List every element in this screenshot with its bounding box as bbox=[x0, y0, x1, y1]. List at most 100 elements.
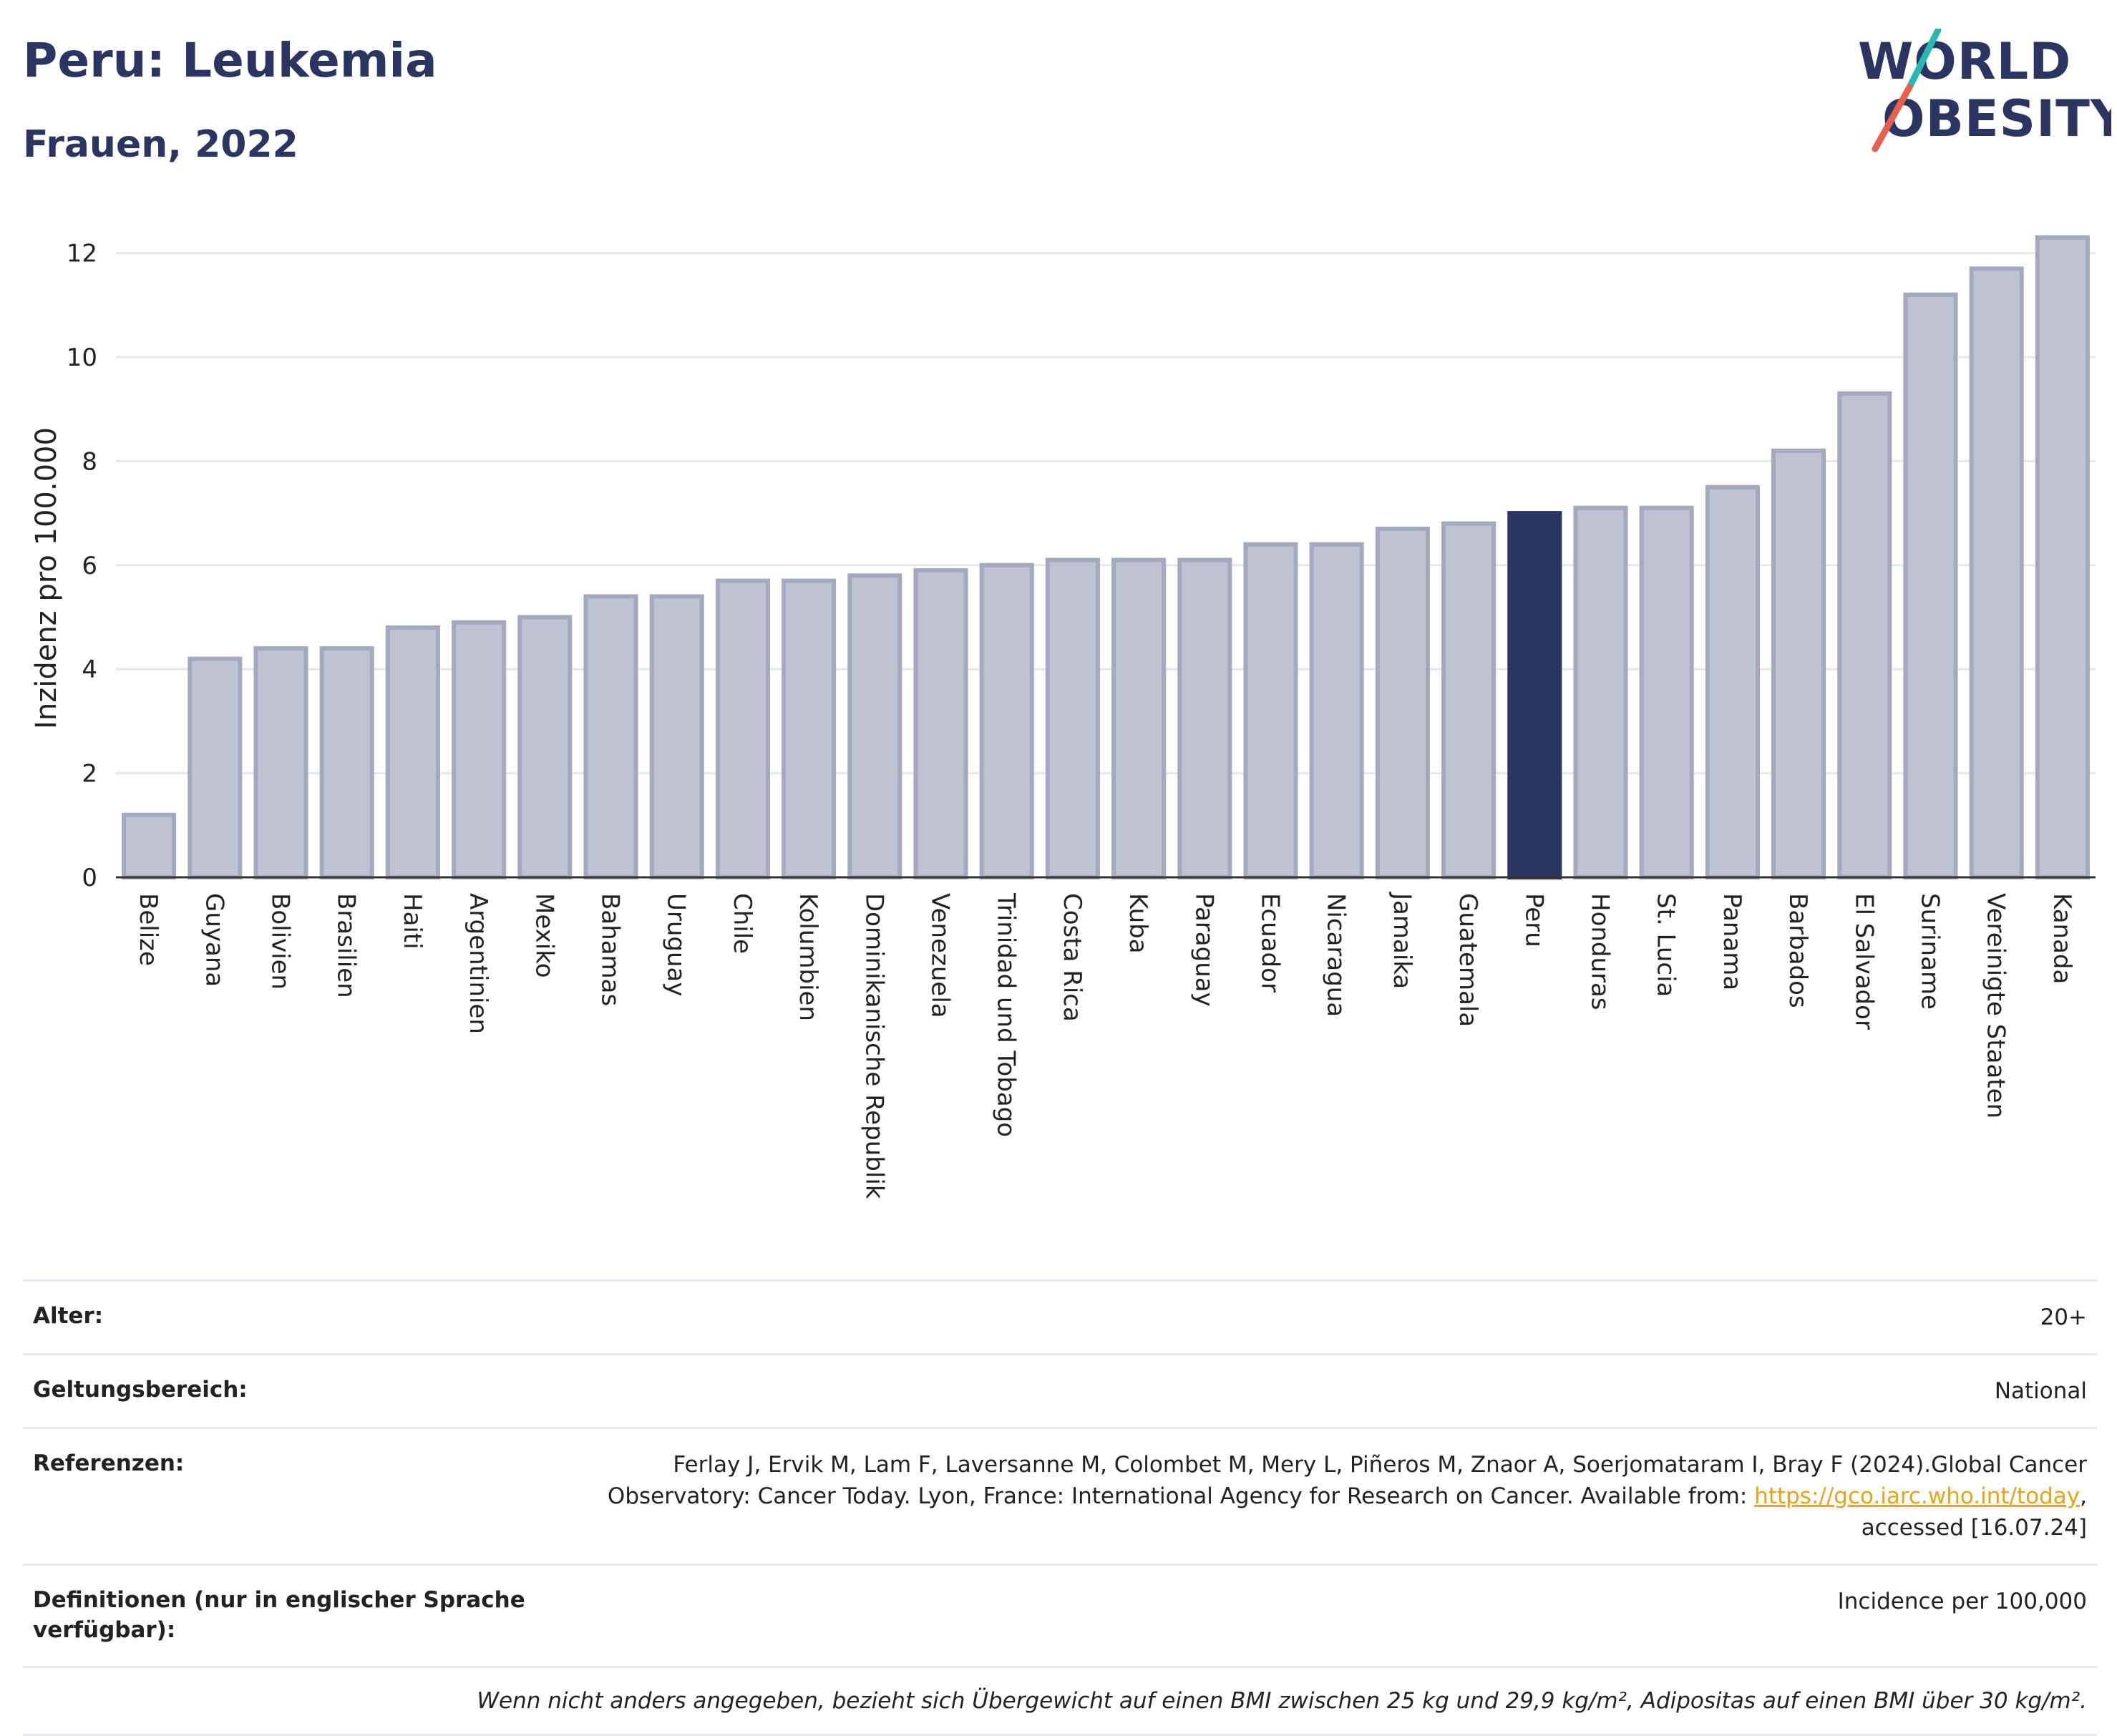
bar-venezuela bbox=[913, 568, 968, 879]
bar-kolumbien bbox=[782, 578, 837, 879]
bar-guatemala bbox=[1441, 521, 1496, 879]
x-tick-label: Peru bbox=[1519, 893, 1548, 947]
scope-row: Geltungsbereich: National bbox=[23, 1353, 2097, 1427]
x-tick-label: Nicaragua bbox=[1322, 893, 1350, 1017]
x-tick-label: Chile bbox=[728, 893, 756, 954]
x-tick-label: Argentinien bbox=[464, 893, 492, 1034]
grid-lines bbox=[116, 252, 2096, 775]
bar-paraguay bbox=[1177, 557, 1232, 879]
bar-brasilien bbox=[319, 646, 374, 880]
logo-line-2: OBESITY bbox=[1882, 89, 2111, 148]
reference-text-4: accessed [16.07.24] bbox=[1861, 1515, 2087, 1541]
bar-dominikanische-republik bbox=[847, 573, 902, 879]
bar-el-salvador bbox=[1837, 391, 1892, 879]
logo-slash-teal bbox=[1906, 29, 1942, 91]
x-tick-label: Uruguay bbox=[662, 893, 691, 997]
x-tick-label: Trinidad und Tobago bbox=[992, 892, 1021, 1137]
y-tick-label: 6 bbox=[82, 552, 97, 580]
x-tick-label: Kanada bbox=[2048, 893, 2076, 984]
x-tick-label: Belize bbox=[134, 893, 162, 966]
world-obesity-logo: WORLD OBESITY bbox=[1858, 29, 2111, 152]
bar-belize bbox=[122, 812, 177, 879]
reference-text-3: , bbox=[2080, 1483, 2087, 1510]
x-tick-label: Guyana bbox=[200, 893, 228, 987]
bar-trinidad-und-tobago bbox=[979, 562, 1034, 879]
bar-argentinien bbox=[452, 620, 507, 879]
bar-suriname bbox=[1903, 292, 1958, 879]
logo-line-1: WORLD bbox=[1858, 32, 2071, 91]
bar-vereinigte-staaten bbox=[1969, 266, 2024, 879]
logo-slash-red bbox=[1872, 84, 1913, 152]
x-tick-label: Ecuador bbox=[1256, 893, 1285, 993]
x-tick-label: Vereinigte Staaten bbox=[1982, 893, 2010, 1118]
reference-text-1: Ferlay J, Ervik M, Lam F, Laversanne M, … bbox=[673, 1452, 2087, 1478]
definitions-label: Definitionen (nur in englischer Sprache … bbox=[33, 1587, 525, 1643]
x-tick-label: Kolumbien bbox=[794, 893, 822, 1021]
bar-chile bbox=[715, 578, 770, 879]
bar-bolivien bbox=[253, 646, 308, 880]
bar-honduras bbox=[1573, 505, 1628, 880]
x-axis-labels: Belize Guyana Bolivien Brasilien Haiti Argent… bbox=[134, 892, 2076, 1199]
x-tick-label: Mexiko bbox=[530, 893, 558, 978]
x-tick-label: St. Lucia bbox=[1652, 893, 1680, 997]
x-tick-label: El Salvador bbox=[1849, 893, 1878, 1030]
x-tick-label: Venezuela bbox=[926, 893, 955, 1018]
scope-value: National bbox=[1994, 1378, 2087, 1405]
x-tick-label: Brasilien bbox=[332, 893, 361, 998]
y-tick-label: 0 bbox=[82, 864, 97, 892]
note-row: Wenn nicht anders angegeben, bezieht sic… bbox=[23, 1665, 2097, 1736]
definitions-value: Incidence per 100,000 bbox=[1837, 1589, 2087, 1615]
bar-kanada bbox=[2035, 235, 2090, 880]
y-tick-label: 10 bbox=[67, 343, 97, 372]
bar-costa-rica bbox=[1045, 557, 1100, 879]
reference-link[interactable]: https://gco.iarc.who.int/today bbox=[1754, 1483, 2080, 1510]
y-axis-label: Inzidenz pro 100.000 bbox=[30, 427, 63, 729]
y-tick-label: 4 bbox=[82, 655, 97, 684]
x-tick-label: Bahamas bbox=[596, 893, 625, 1006]
page-subtitle: Frauen, 2022 bbox=[23, 123, 298, 166]
x-tick-label: Bolivien bbox=[266, 893, 295, 990]
references-value: Ferlay J, Ervik M, Lam F, Laversanne M, … bbox=[548, 1449, 2087, 1544]
references-row: Referenzen: Ferlay J, Ervik M, Lam F, La… bbox=[23, 1427, 2097, 1564]
age-row: Alter: 20+ bbox=[23, 1279, 2097, 1353]
y-tick-label: 2 bbox=[82, 760, 97, 789]
bar-jamaika bbox=[1375, 526, 1430, 879]
x-tick-label: Panama bbox=[1718, 893, 1746, 990]
bar-ecuador bbox=[1243, 542, 1298, 879]
y-tick-label: 8 bbox=[82, 447, 97, 476]
references-label: Referenzen: bbox=[33, 1450, 185, 1477]
bar-haiti bbox=[385, 625, 440, 879]
age-label: Alter: bbox=[33, 1303, 104, 1329]
bar-guyana bbox=[188, 656, 243, 880]
x-tick-label: Dominikanische Republik bbox=[860, 893, 888, 1199]
bmi-note: Wenn nicht anders angegeben, bezieht sic… bbox=[477, 1687, 2087, 1714]
bars bbox=[122, 235, 2090, 880]
x-tick-label: Jamaika bbox=[1388, 892, 1416, 989]
x-tick-label: Costa Rica bbox=[1058, 893, 1086, 1022]
x-tick-label: Paraguay bbox=[1189, 893, 1218, 1007]
x-tick-label: Barbados bbox=[1783, 893, 1812, 1008]
info-table: Alter: 20+ Geltungsbereich: National Ref… bbox=[23, 1279, 2097, 1736]
bar-barbados bbox=[1771, 448, 1826, 880]
bar-st-lucia bbox=[1639, 505, 1694, 880]
bar-uruguay bbox=[649, 594, 704, 880]
scope-label: Geltungsbereich: bbox=[33, 1377, 248, 1403]
x-tick-label: Suriname bbox=[1916, 893, 1945, 1010]
x-tick-label: Guatemala bbox=[1454, 893, 1482, 1027]
y-tick-label: 12 bbox=[67, 240, 97, 268]
x-tick-label: Kuba bbox=[1124, 893, 1152, 954]
bar-bahamas bbox=[583, 594, 638, 880]
bar-nicaragua bbox=[1309, 542, 1364, 879]
x-tick-label: Honduras bbox=[1586, 893, 1615, 1010]
bar-kuba bbox=[1111, 557, 1167, 879]
bar-mexiko bbox=[517, 615, 573, 879]
age-value: 20+ bbox=[2040, 1305, 2087, 1330]
y-axis-ticks: 0 2 4 6 8 10 12 bbox=[67, 240, 97, 892]
bar-peru bbox=[1507, 511, 1562, 879]
definitions-row: Definitionen (nur in englischer Sprache … bbox=[23, 1564, 2097, 1666]
page-title: Peru: Leukemia bbox=[23, 33, 437, 88]
x-tick-label: Haiti bbox=[398, 893, 427, 950]
bar-chart: 0 2 4 6 8 10 12 Belize Guyana Bolivien Brasilien H… bbox=[30, 235, 2096, 1199]
reference-text-2: Observatory: Cancer Today. Lyon, France:… bbox=[607, 1483, 1755, 1510]
bar-panama bbox=[1705, 484, 1760, 879]
